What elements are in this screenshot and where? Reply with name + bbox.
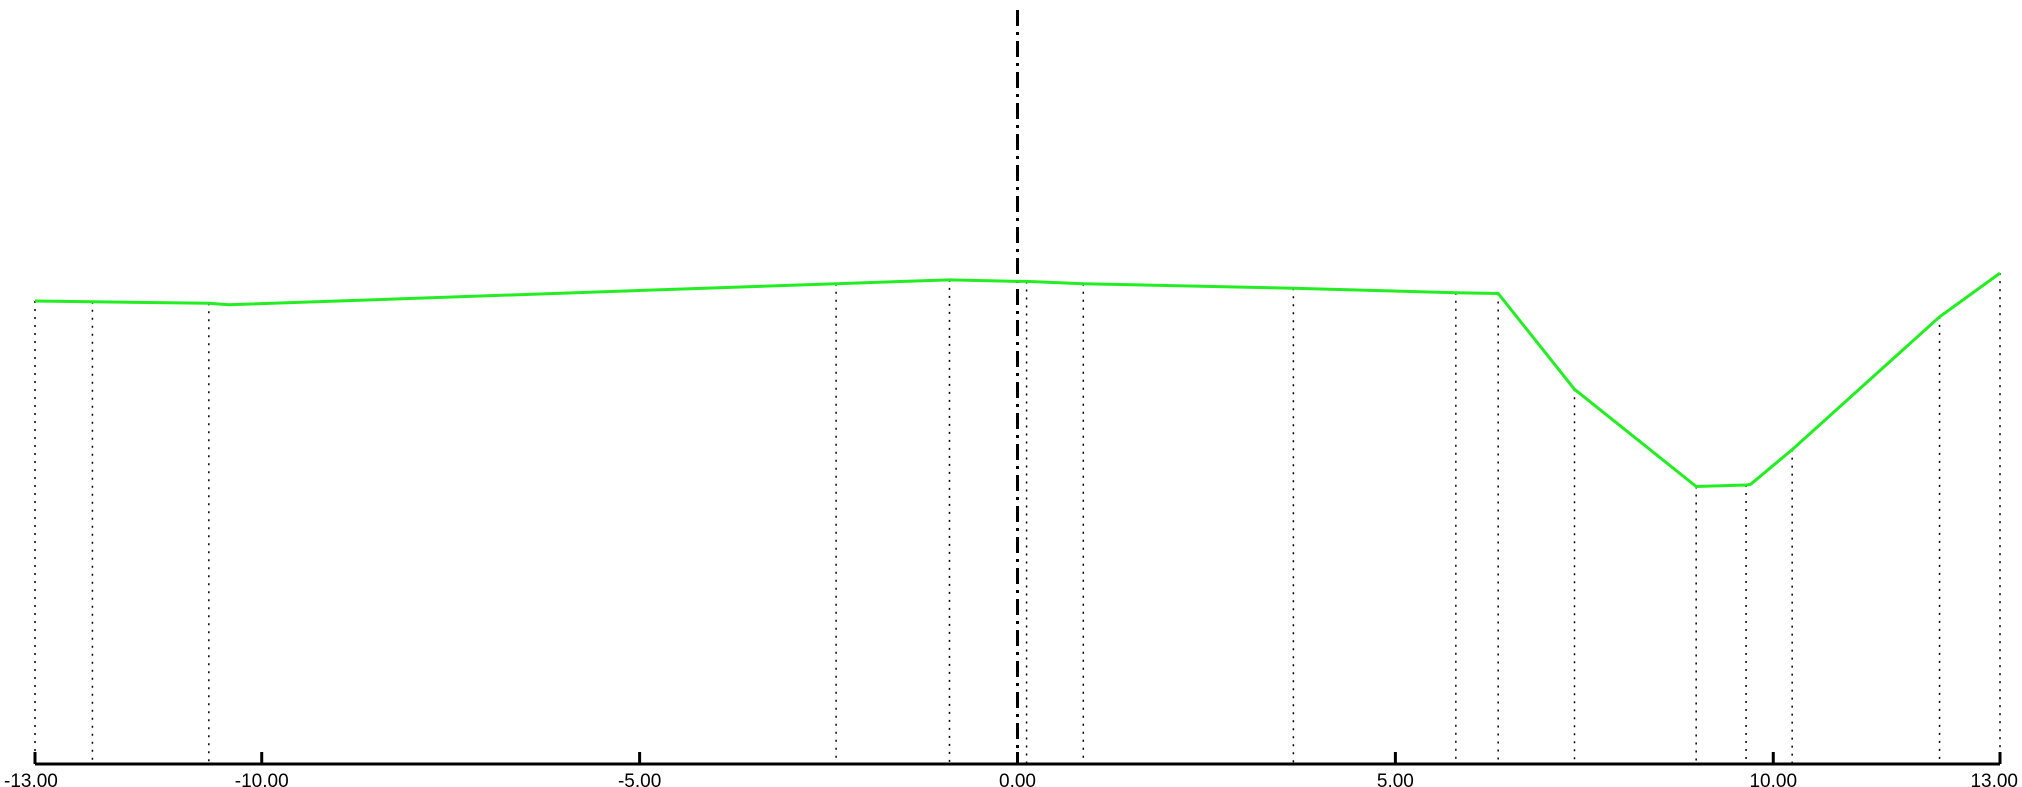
x-tick-label-5: 10.00 bbox=[1749, 771, 1797, 787]
x-tick-label-3: 0.00 bbox=[999, 771, 1036, 787]
x-tick-label-0: -13.00 bbox=[4, 771, 58, 787]
series-line bbox=[34, 271, 2001, 489]
x-tick-label-4: 5.00 bbox=[1377, 771, 1414, 787]
x-tick-label-6: 13.00 bbox=[1970, 771, 2018, 787]
droplines-group bbox=[34, 273, 2001, 764]
x-tick-label-2: -5.00 bbox=[618, 771, 661, 787]
x-ticks-group: -13.00 -10.00 -5.00 0.00 5.00 10.00 13.00 bbox=[4, 752, 2018, 787]
x-tick-label-1: -10.00 bbox=[235, 771, 289, 787]
